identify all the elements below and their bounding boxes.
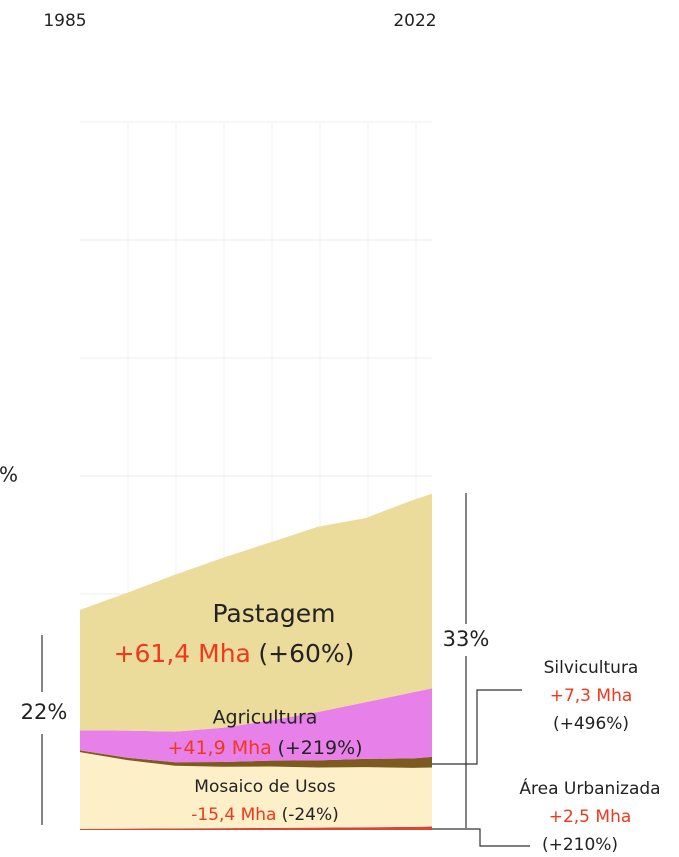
series-change: +41,9 Mha <box>167 737 271 759</box>
x-tick-label: 2022 <box>393 11 436 31</box>
series-change: +7,3 Mha <box>550 686 633 706</box>
area <box>80 688 432 763</box>
series-pct: (+60%) <box>258 639 354 668</box>
bracket-label: 33% <box>443 627 490 651</box>
series-pct: (+219%) <box>277 737 362 759</box>
series-change-line: +41,9 Mha (+219%) <box>167 737 362 759</box>
series-label: Mosaico de Usos <box>194 777 336 797</box>
callout-line <box>432 828 530 847</box>
series-change-line: +61,4 Mha (+60%) <box>114 639 355 668</box>
bracket-label: 22% <box>21 700 68 724</box>
callout-line <box>432 689 522 765</box>
area <box>80 750 432 768</box>
series-change: +2,5 Mha <box>549 807 632 827</box>
x-tick-label: 1985 <box>43 11 86 31</box>
series-label: Agricultura <box>213 707 318 729</box>
series-change-line: -15,4 Mha (-24%) <box>191 805 339 825</box>
series-label: Área Urbanizada <box>519 777 660 799</box>
y-tick-label: 30% <box>0 463 18 487</box>
series-change: +61,4 Mha <box>114 639 251 668</box>
series-change: -15,4 Mha <box>191 805 276 825</box>
area <box>80 752 432 829</box>
plot: 30% 1985 2022 <box>0 11 437 830</box>
series-pct: (+210%) <box>542 835 618 855</box>
series-label: Pastagem <box>212 599 335 628</box>
area <box>80 493 432 732</box>
area <box>80 826 432 830</box>
series-label: Silvicultura <box>544 658 639 678</box>
series-pct: (+496%) <box>553 714 629 734</box>
series-pct: (-24%) <box>282 805 339 825</box>
